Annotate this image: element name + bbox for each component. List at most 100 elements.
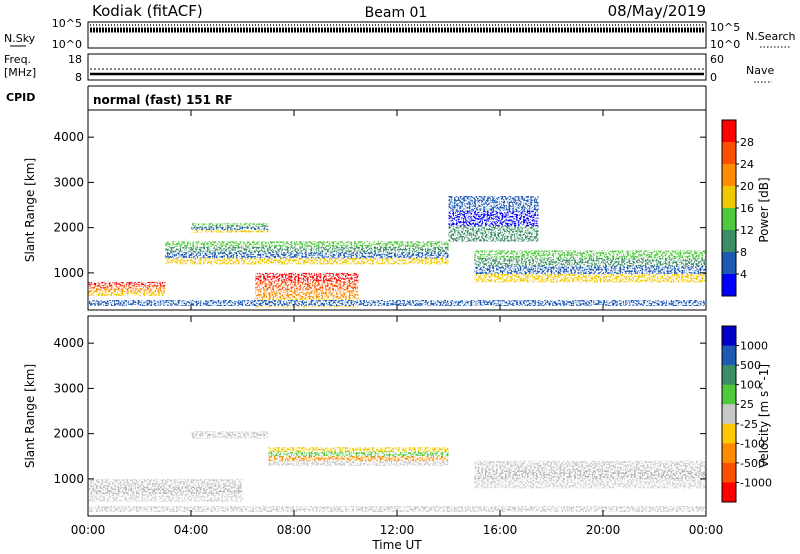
x-tick-label-1: 04:00 [174,523,209,537]
data-region-0-5-2 [448,226,539,242]
data-region-0-2-2 [255,289,359,299]
power-panel [87,109,707,311]
data-region-0-5-1 [448,211,539,227]
colorbar-swatch-0-4 [722,208,736,231]
data-region-1-2-2 [191,435,269,439]
data-region-0-0-2 [88,288,166,293]
data-region-0-4-0 [474,250,707,259]
colorbar-swatch-0-1 [722,142,736,165]
data-region-1-2-1 [191,433,269,437]
data-region-0-4-2 [474,266,707,275]
x-tick-label-2: 08:00 [277,523,312,537]
x-tick-label-5: 20:00 [586,523,621,537]
velocity-data-layer [88,431,707,512]
freq-unit: [MHz] [4,66,36,79]
colorbar-frame-1 [721,325,737,503]
y-tick-label-0-0: 1000 [53,266,84,280]
colorbar-swatch-1-5 [722,423,736,444]
colorbar-swatch-1-0 [722,326,736,347]
y-tick-label-0-1: 2000 [53,221,84,235]
cpid-value: normal (fast) 151 RF [93,93,233,107]
colorbar-swatch-1-6 [722,443,736,464]
data-region-1-1-2 [268,456,449,462]
data-region-0-1-3 [165,258,449,265]
ground-scatter-0 [89,300,705,306]
colorbar-tick-label-1-6: -500 [740,457,765,470]
nsky-tick-bottom: 10^0 [52,38,82,51]
colorbar-tick-label-0-6: 4 [740,268,747,281]
freq-tick-top: 18 [68,53,82,66]
data-region-0-5-0 [448,196,539,212]
date-title: 08/May/2019 [608,2,706,20]
data-region-0-4-1 [474,258,707,267]
power-ylabel: Slant Range [km] [23,158,37,262]
data-region-0-0-1 [88,285,166,290]
nsky-strip [87,21,707,49]
cpid-strip [87,85,707,110]
velocity-ylabel: Slant Range [km] [23,364,37,468]
freq-label: Freq. [4,53,31,66]
colorbar-swatch-0-0 [722,120,736,143]
time-x-axis: 00:00 04:00 08:00 12:00 16:00 20:00 00:00 [71,110,723,537]
colorbar-tick-label-1-0: 1000 [740,340,768,353]
colorbar-tick-label-0-4: 12 [740,224,754,237]
colorbar-swatch-1-2 [722,365,736,386]
colorbar-tick-label-1-3: 25 [740,398,754,411]
colorbar-swatch-0-6 [722,252,736,275]
data-region-0-1-1 [165,246,449,254]
colorbar-tick-label-1-2: 100 [740,379,761,392]
data-region-1-2-0 [191,431,269,435]
colorbar-swatch-1-1 [722,345,736,366]
colorbar-swatch-0-3 [722,186,736,209]
y-tick-label-0-3: 4000 [53,130,84,144]
nsky-tick-top: 10^5 [52,17,82,30]
data-region-0-2-0 [255,272,359,282]
power-y-axis: 1000 2000 3000 4000 [53,130,706,280]
colorbar-tick-label-0-0: 28 [740,136,754,149]
data-region-0-3-2 [191,227,269,231]
freq-tick-bottom: 8 [75,71,82,84]
nave-tick-top: 60 [710,53,724,66]
velocity-colorbar: 1000 500 100 25 -25 -100 -500 -1000 [721,325,772,503]
colorbar-tick-label-0-3: 16 [740,202,754,215]
colorbar-tick-label-1-1: 500 [740,359,761,372]
nsearch-tick-top: 10^5 [710,21,740,34]
colorbar-tick-label-1-4: -25 [740,418,758,431]
velocity-y-axis: 1000 2000 3000 4000 [53,336,706,486]
colorbar-tick-label-1-7: -1000 [740,476,772,489]
x-tick-label-0: 00:00 [71,523,106,537]
cpid-label: CPID [6,91,35,104]
data-region-1-0-0 [88,478,243,487]
y-tick-label-1-2: 3000 [53,381,84,395]
data-region-0-2-1 [255,281,359,291]
nsearch-tick-bottom: 10^0 [710,38,740,51]
nsky-label: N.Sky [4,32,36,45]
x-axis-label: Time UT [371,538,422,552]
data-region-1-0-2 [88,494,243,502]
x-tick-label-4: 16:00 [483,523,518,537]
power-colorbar: 28 24 20 16 12 8 4 [721,119,754,297]
colorbar-swatch-1-3 [722,384,736,405]
y-tick-label-1-1: 2000 [53,427,84,441]
colorbar-swatch-0-5 [722,230,736,253]
power-colorbar-label: Power [dB] [757,177,771,242]
data-region-0-1-0 [165,241,449,248]
colorbar-swatch-1-4 [722,404,736,425]
y-tick-label-1-3: 4000 [53,336,84,350]
data-region-0-0-0 [88,281,166,286]
data-region-0-0-3 [88,292,166,296]
velocity-panel [87,315,707,517]
nave-tick-bottom: 0 [710,71,717,84]
velocity-colorbar-label: Velocity [m s^-1] [757,364,771,468]
y-tick-label-0-2: 3000 [53,175,84,189]
x-tick-label-3: 12:00 [380,523,415,537]
data-region-0-3-3 [191,229,269,233]
nave-label: Nave [746,64,774,77]
colorbar-tick-label-0-2: 20 [740,180,754,193]
data-region-1-1-1 [268,451,449,457]
colorbar-tick-label-0-5: 8 [740,246,747,259]
data-region-1-3-2 [474,478,707,489]
colorbar-swatch-0-7 [722,274,736,297]
colorbar-swatch-0-2 [722,164,736,187]
